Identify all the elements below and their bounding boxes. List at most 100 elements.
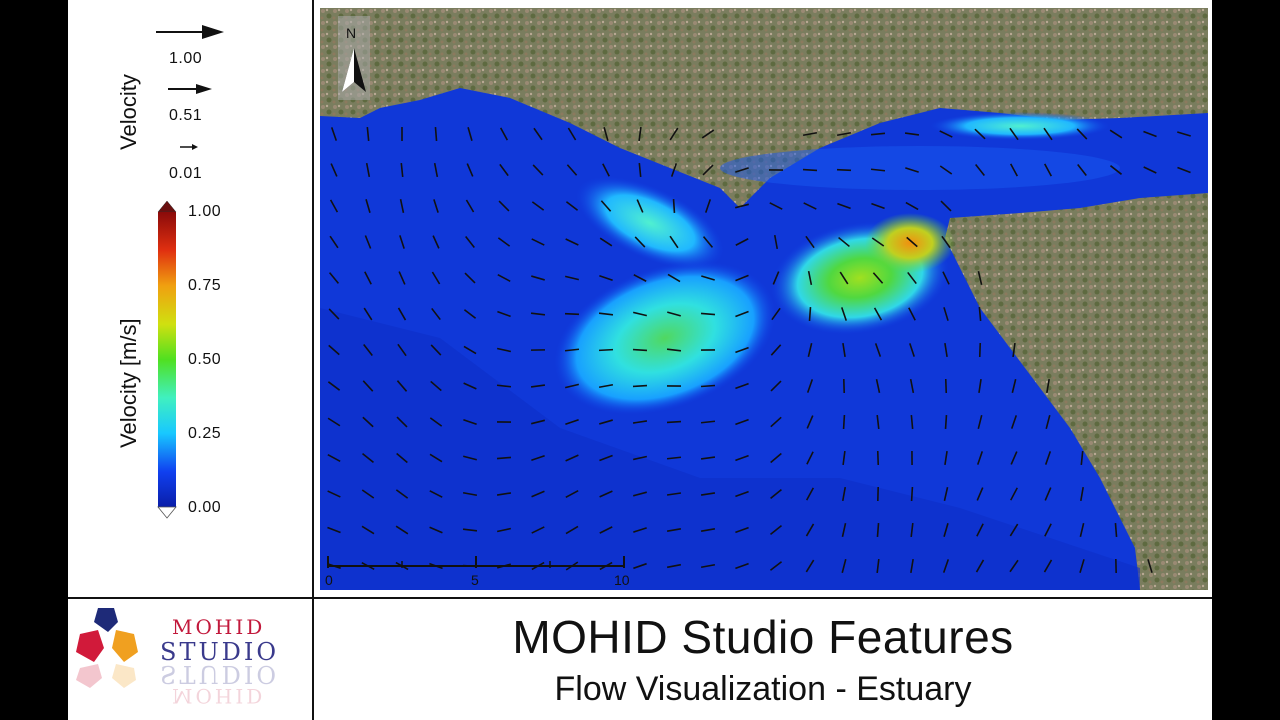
- velocity-vector: [735, 490, 749, 498]
- velocity-vector: [735, 346, 749, 354]
- velocity-vector: [700, 528, 716, 532]
- velocity-vector: [531, 238, 545, 246]
- map-view[interactable]: N 0 5 10: [320, 8, 1208, 590]
- velocity-vector: [365, 162, 371, 178]
- velocity-vector: [399, 235, 405, 249]
- velocity-vector: [395, 489, 409, 499]
- velocity-vector: [735, 382, 749, 390]
- velocity-vector: [942, 271, 950, 285]
- velocity-vector: [871, 237, 885, 247]
- velocity-vector: [632, 384, 648, 388]
- velocity-vector: [943, 486, 949, 502]
- scale-bar: 0 5 10: [325, 556, 630, 588]
- velocity-vector: [805, 559, 815, 573]
- velocity-vector: [837, 202, 851, 210]
- velocity-vector: [462, 491, 478, 497]
- velocity-vector: [364, 235, 372, 249]
- velocity-vector: [565, 490, 579, 498]
- velocity-vector: [1012, 342, 1016, 358]
- velocity-vector: [904, 132, 920, 136]
- velocity-vector: [465, 199, 475, 213]
- velocity-vector: [531, 490, 545, 498]
- velocity-vector: [670, 163, 678, 177]
- velocity-vector: [633, 491, 647, 497]
- velocity-vector: [429, 490, 443, 498]
- velocity-vector: [772, 271, 780, 285]
- vector-key-arrow-small: [180, 144, 198, 150]
- velocity-vector: [910, 558, 914, 574]
- velocity-vector: [463, 418, 477, 426]
- velocity-vector: [770, 344, 782, 356]
- velocity-vector: [940, 200, 952, 212]
- velocity-vector: [1080, 450, 1084, 466]
- velocity-vector: [602, 163, 610, 177]
- velocity-vector: [906, 236, 918, 248]
- velocity-vector: [702, 236, 714, 248]
- velocity-vector: [1143, 166, 1157, 174]
- velocity-vector: [908, 307, 916, 321]
- velocity-vector: [666, 492, 682, 496]
- velocity-vector: [566, 164, 578, 176]
- velocity-vector: [909, 378, 915, 394]
- colorbar-tick-100: 1.00: [188, 203, 222, 220]
- velocity-vector: [327, 381, 341, 391]
- velocity-vector: [910, 486, 914, 502]
- velocity-vector: [565, 238, 579, 246]
- velocity-vector: [905, 167, 919, 173]
- velocity-vector: [497, 310, 511, 318]
- velocity-vector: [939, 165, 953, 175]
- velocity-vector: [944, 414, 948, 430]
- velocity-vector: [531, 455, 545, 461]
- velocity-vector: [464, 272, 476, 284]
- velocity-vector: [805, 487, 815, 501]
- vector-legend-title: Velocity: [116, 74, 141, 150]
- velocity-vector: [361, 489, 375, 499]
- velocity-vector: [735, 238, 749, 246]
- velocity-vector: [1177, 131, 1191, 137]
- velocity-vector: [735, 203, 749, 209]
- velocity-vector: [704, 199, 712, 213]
- velocity-vector: [805, 523, 815, 537]
- velocity-vector: [700, 456, 716, 460]
- velocity-vector: [564, 348, 580, 352]
- velocity-vector: [702, 164, 714, 176]
- velocity-vector: [497, 237, 511, 247]
- velocity-vector: [636, 199, 644, 213]
- scale-label-0: 0: [325, 572, 333, 588]
- velocity-vector: [430, 344, 442, 356]
- velocity-vector: [599, 454, 613, 462]
- velocity-vector: [632, 455, 648, 461]
- velocity-vector: [429, 526, 443, 534]
- velocity-vector: [910, 522, 914, 538]
- velocity-vector: [1043, 127, 1053, 141]
- velocity-vector: [433, 199, 439, 213]
- velocity-vector: [941, 235, 951, 249]
- velocity-vector: [976, 523, 984, 537]
- velocity-vector: [978, 342, 982, 358]
- velocity-vector: [599, 526, 613, 534]
- velocity-vector: [770, 488, 782, 500]
- colorbar-title: Velocity [m/s]: [116, 318, 141, 448]
- velocity-vector: [735, 454, 749, 462]
- velocity-vector: [431, 271, 441, 285]
- velocity-vector: [974, 128, 986, 140]
- velocity-vector: [1010, 487, 1018, 501]
- velocity-vector: [1043, 163, 1053, 177]
- page-subtitle: Flow Visualization - Estuary: [554, 670, 972, 708]
- velocity-vector: [395, 525, 409, 535]
- velocity-vector: [841, 559, 847, 573]
- velocity-vector: [1044, 487, 1052, 501]
- velocity-vector: [907, 271, 917, 285]
- velocity-vector: [975, 559, 985, 573]
- velocity-vector: [1043, 559, 1053, 573]
- velocity-vector: [565, 383, 579, 389]
- legend-panel: [68, 0, 312, 598]
- colorbar-top-triangle: [157, 200, 177, 213]
- page-title: MOHID Studio Features: [512, 611, 1014, 663]
- velocity-vector: [871, 202, 885, 210]
- colorbar-tick-025: 0.25: [188, 425, 222, 442]
- logo-text-mohid: MOHID: [172, 615, 266, 639]
- velocity-vector: [944, 342, 948, 358]
- velocity-vector: [842, 414, 846, 430]
- velocity-vector: [499, 127, 509, 141]
